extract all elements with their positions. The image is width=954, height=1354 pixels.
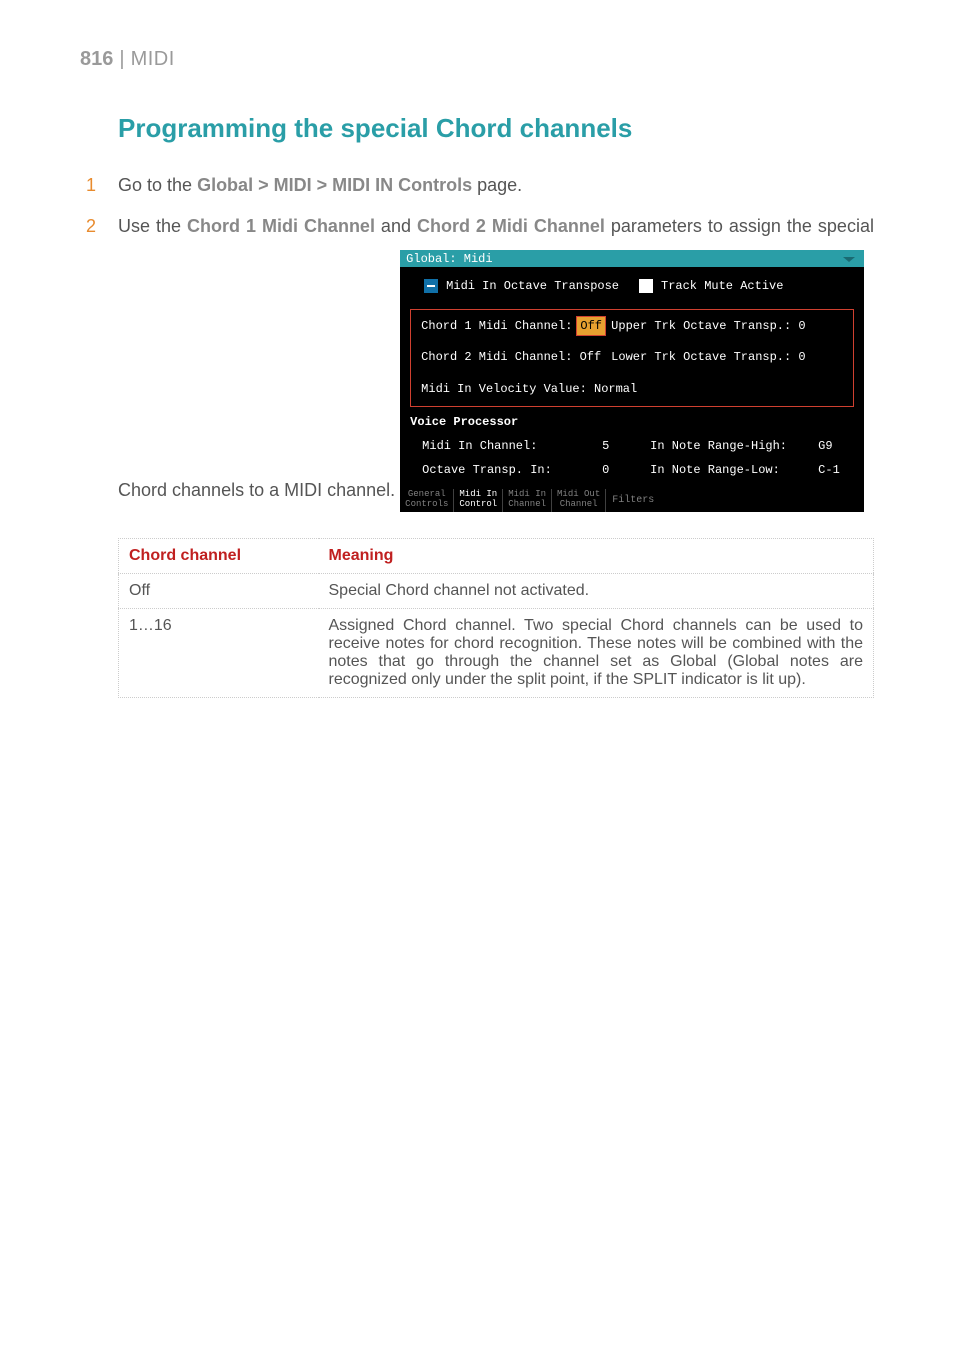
cell-chord: Off [119,573,319,608]
step-2: 2 Use the Chord 1 Midi Channel and Chord… [118,213,874,512]
chord-channel-group: Chord 1 Midi Channel: Off Upper Trk Octa… [410,309,854,407]
window-titlebar: Global: Midi [400,250,864,267]
text: and [375,216,417,236]
tab-filters[interactable]: Filters [606,489,660,512]
chord2-label[interactable]: Chord 2 Midi Channel: Off [421,348,611,366]
tab-bar: General Controls Midi In Control Midi In… [400,489,864,512]
step-number: 2 [86,213,98,512]
tab-line2: Channel [508,500,546,510]
header-title: MIDI [131,48,175,71]
octave-transpose-checkbox[interactable] [424,279,438,293]
note-range-high-label: In Note Range-High: [650,437,818,455]
octave-transp-label: Octave Transp. In: [422,461,602,479]
voice-processor-title: Voice Processor [410,413,854,431]
tab-line2: Controls [405,500,448,510]
step-1-text: Go to the Global > MIDI > MIDI IN Contro… [118,172,874,199]
text: page. [472,175,522,195]
cell-meaning: Special Chord channel not activated. [319,573,874,608]
nav-path: Global > MIDI > MIDI IN Controls [197,175,472,195]
midi-in-channel-value[interactable]: 5 [602,437,650,455]
text: Use the [118,216,187,236]
dropdown-icon[interactable] [840,254,858,264]
page-number: 816 [80,48,113,71]
window-title: Global: Midi [406,250,492,268]
track-mute-checkbox[interactable] [639,279,653,293]
tab-general-controls[interactable]: General Controls [400,489,454,512]
chord-channel-table: Chord channel Meaning Off Special Chord … [118,538,874,698]
note-range-high-value[interactable]: G9 [818,437,832,455]
tab-midi-in-channel[interactable]: Midi In Channel [503,489,552,512]
note-range-low-label: In Note Range-Low: [650,461,818,479]
checkbox-label: Midi In Octave Transpose [446,277,619,295]
upper-trk-transp: Upper Trk Octave Transp.: 0 [611,317,843,335]
octave-transp-value[interactable]: 0 [602,461,650,479]
param-name: Chord 1 Midi Channel [187,216,375,236]
ui-screenshot: Global: Midi Midi In Octave Transpose [400,250,864,512]
midi-in-channel-label: Midi In Channel: [422,437,602,455]
velocity-value[interactable]: Midi In Velocity Value: Normal [421,380,637,398]
tab-midi-out-channel[interactable]: Midi Out Channel [552,489,606,512]
tab-line2: Channel [557,500,600,510]
cell-meaning: Assigned Chord channel. Two special Chor… [319,608,874,697]
table-header-chord: Chord channel [119,538,319,573]
lower-trk-transp: Lower Trk Octave Transp.: 0 [611,348,843,366]
checkbox-label: Track Mute Active [661,277,783,295]
table-row: 1…16 Assigned Chord channel. Two special… [119,608,874,697]
step-1: 1 Go to the Global > MIDI > MIDI IN Cont… [118,172,874,199]
tab-midi-in-control[interactable]: Midi In Control [454,489,503,512]
header-divider: | [119,48,124,71]
chord1-label: Chord 1 Midi Channel: [421,317,572,335]
text: Go to the [118,175,197,195]
tab-line2: Control [459,500,497,510]
note-range-low-value[interactable]: C-1 [818,461,840,479]
section-title: Programming the special Chord channels [118,113,874,144]
step-number: 1 [86,172,98,199]
chord1-value[interactable]: Off [576,316,606,336]
cell-chord: 1…16 [119,608,319,697]
table-header-meaning: Meaning [319,538,874,573]
param-name: Chord 2 Midi Channel [417,216,605,236]
step-2-text: Use the Chord 1 Midi Channel and Chord 2… [118,213,874,512]
table-row: Off Special Chord channel not activated. [119,573,874,608]
